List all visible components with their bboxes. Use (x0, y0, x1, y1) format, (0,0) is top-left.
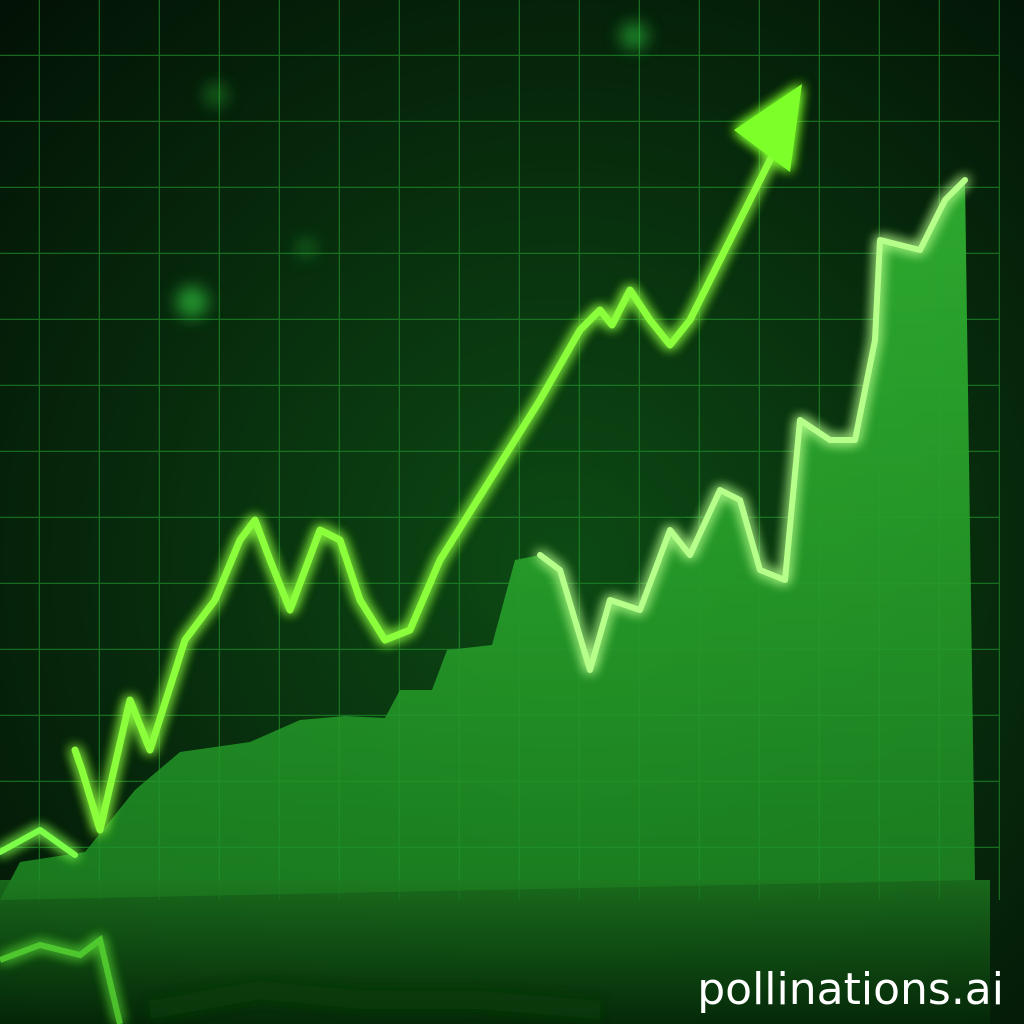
watermark: pollinations.ai (697, 964, 1004, 1015)
left-line (0, 827, 78, 858)
reflection (0, 934, 601, 1024)
upper-line (71, 136, 784, 834)
arrow-head (734, 84, 802, 172)
lower-line (537, 177, 968, 673)
bokeh (176, 22, 648, 318)
